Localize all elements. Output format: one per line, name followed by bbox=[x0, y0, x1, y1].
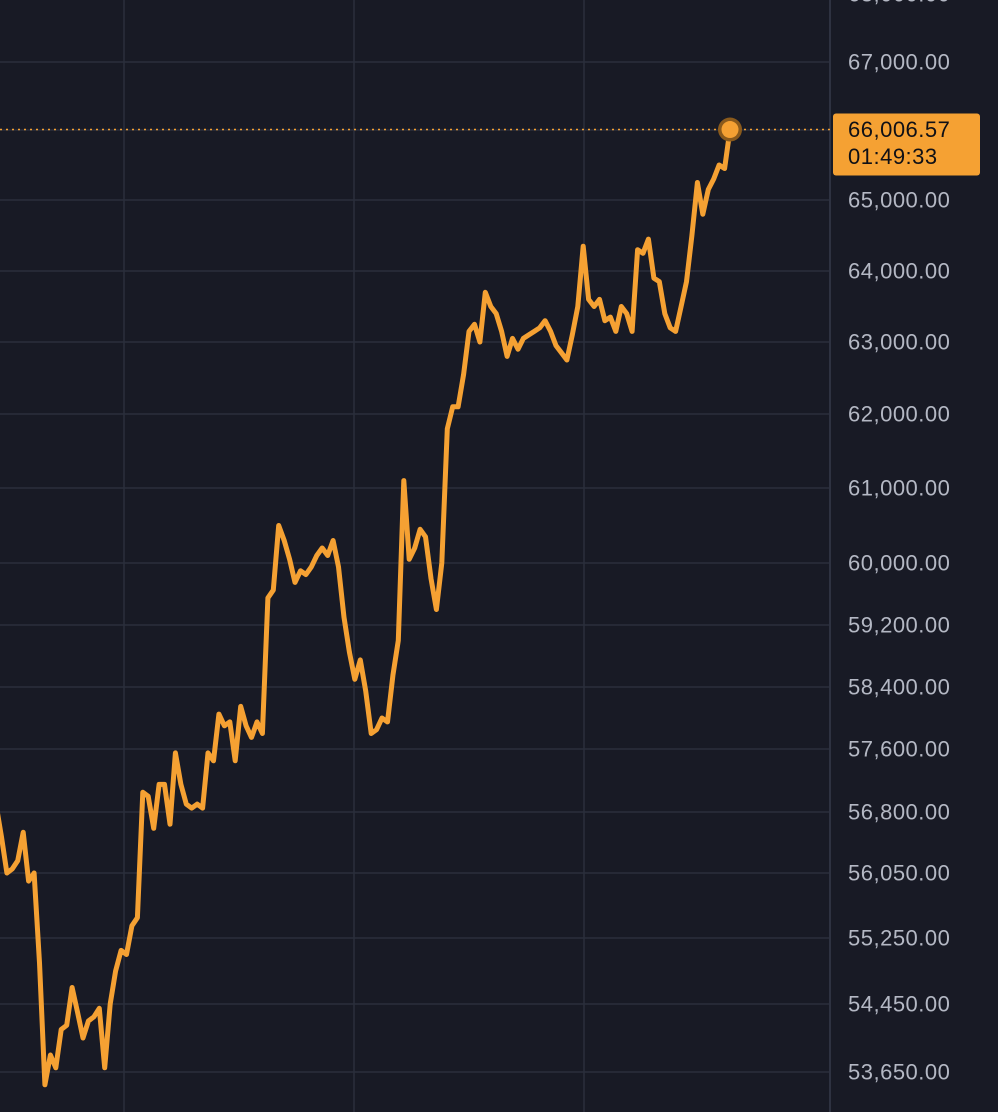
y-tick-label-clipped: 68,000.00 bbox=[848, 0, 950, 7]
y-tick-label: 54,450.00 bbox=[848, 992, 950, 1017]
current-price-marker bbox=[721, 121, 739, 139]
y-tick-label: 59,200.00 bbox=[848, 613, 950, 638]
series-layer bbox=[0, 117, 742, 1088]
candle-countdown-label: 01:49:33 bbox=[848, 144, 938, 169]
y-tick-label: 56,800.00 bbox=[848, 800, 950, 825]
y-tick-label: 58,400.00 bbox=[848, 675, 950, 700]
price-line bbox=[0, 127, 733, 1088]
y-tick-label: 56,050.00 bbox=[848, 861, 950, 886]
y-tick-label: 62,000.00 bbox=[848, 402, 950, 427]
y-tick-label: 67,000.00 bbox=[848, 50, 950, 75]
y-tick-label: 61,000.00 bbox=[848, 476, 950, 501]
y-tick-label: 63,000.00 bbox=[848, 330, 950, 355]
y-tick-label: 55,250.00 bbox=[848, 926, 950, 951]
current-price-label: 66,006.57 bbox=[848, 117, 950, 142]
gridlines bbox=[0, 0, 830, 1112]
current-price-badge-bg bbox=[833, 113, 980, 176]
y-tick-label: 65,000.00 bbox=[848, 188, 950, 213]
y-tick-label: 57,600.00 bbox=[848, 737, 950, 762]
y-tick-label: 64,000.00 bbox=[848, 259, 950, 284]
y-tick-label: 53,650.00 bbox=[848, 1060, 950, 1085]
y-tick-label: 60,000.00 bbox=[848, 551, 950, 576]
